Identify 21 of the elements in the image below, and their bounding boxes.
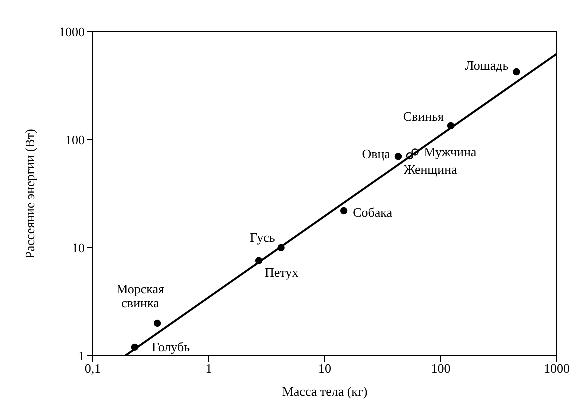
annotation: Морская свинка: [116, 281, 164, 310]
x-tick-label: 1000: [544, 361, 570, 376]
annotation: Лошадь: [465, 58, 509, 74]
annotation: Женщина: [404, 162, 458, 178]
annotation: Свинья: [403, 108, 444, 124]
x-tick-label: 100: [431, 361, 451, 376]
x-axis-title: Масса тела (кг): [282, 384, 368, 399]
x-tick-label: 0,1: [84, 361, 102, 376]
annotation: Овца: [362, 146, 391, 162]
y-axis-title: Рассеяние энергии (Вт): [22, 129, 38, 259]
annotation: Петух: [265, 264, 300, 280]
annotation: Голубь: [152, 339, 190, 354]
x-tick-label: 1: [206, 361, 212, 376]
y-tick-label: 10: [72, 240, 85, 256]
annotation: Гусь: [250, 230, 276, 245]
y-tick-label: 1000: [59, 24, 85, 40]
y-tick-label: 100: [66, 132, 85, 148]
x-tick-label: 10: [318, 361, 332, 376]
annotation: Собака: [353, 205, 393, 220]
y-tick-label: 1: [78, 348, 85, 364]
annotation: Мужчина: [424, 144, 477, 160]
